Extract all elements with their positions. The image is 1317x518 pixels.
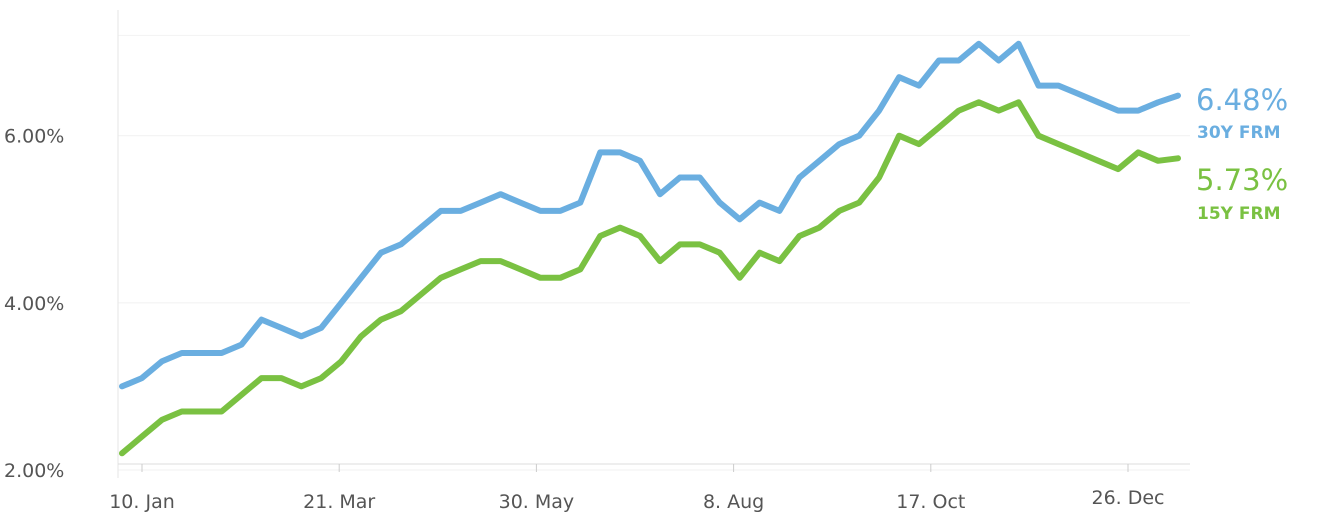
x-tick-label: 30. May [499, 491, 575, 513]
x-tick-label: 17. Oct [896, 491, 965, 513]
y-tick-label: 2.00% [4, 460, 64, 482]
end-value-label: 6.48% [1196, 83, 1288, 117]
series-lines [119, 40, 1181, 457]
end-labels: 6.48% 30Y FRM 5.73% 15Y FRM [1196, 83, 1288, 224]
x-tick-label: 26. Dec [1091, 487, 1164, 509]
axes: 2.00% 4.00% 6.00% 10. Jan 21. Mar 30. May 8. A… [4, 10, 1190, 513]
y-tick-label: 6.00% [4, 126, 64, 148]
series-line-15y-frm [119, 99, 1181, 457]
end-series-name: 15Y FRM [1197, 204, 1281, 224]
y-tick-label: 4.00% [4, 293, 64, 315]
end-value-label: 5.73% [1196, 163, 1288, 197]
x-tick-label: 8. Aug [703, 491, 764, 513]
series-line-30y-frm [119, 40, 1181, 390]
gridlines [118, 34, 1190, 471]
x-tick-label: 21. Mar [303, 491, 375, 513]
end-series-name: 30Y FRM [1197, 123, 1281, 143]
x-tick-label: 10. Jan [109, 491, 175, 513]
